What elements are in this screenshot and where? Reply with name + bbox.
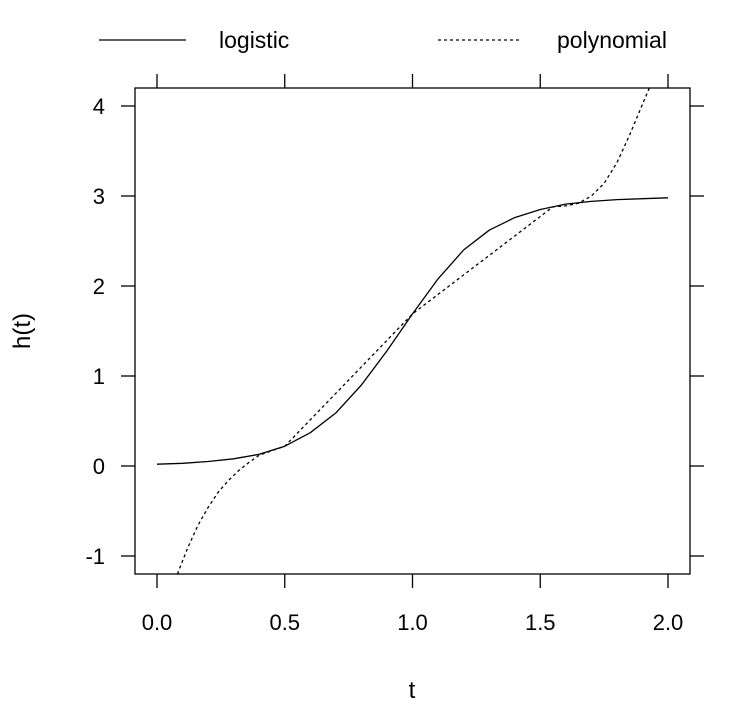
legend-label-polynomial: polynomial — [557, 27, 667, 53]
y-tick-label: 3 — [93, 184, 105, 209]
series-line-polynomial — [176, 85, 651, 575]
series-layer — [156, 85, 669, 575]
x-tick-label: 0.5 — [269, 610, 300, 635]
x-axis-label: t — [409, 677, 416, 704]
tick-labels: 0.0 0.5 1.0 1.5 2.0 -1 0 1 2 3 4 — [85, 94, 683, 635]
x-tick-label: 1.0 — [397, 610, 428, 635]
y-tick-label: 2 — [93, 274, 105, 299]
legend: logistic polynomial — [99, 27, 667, 53]
y-tick-label: -1 — [85, 544, 105, 569]
y-tick-label: 0 — [93, 454, 105, 479]
legend-label-logistic: logistic — [219, 27, 289, 53]
series-line-logistic — [156, 197, 669, 465]
y-axis-label: h(t) — [9, 313, 36, 349]
y-tick-label: 4 — [93, 94, 105, 119]
plot-frame — [134, 87, 691, 575]
x-tick-label: 2.0 — [653, 610, 684, 635]
x-tick-label: 0.0 — [142, 610, 173, 635]
x-tick-label: 1.5 — [525, 610, 556, 635]
y-tick-label: 1 — [93, 364, 105, 389]
axis-ticks — [121, 74, 704, 588]
